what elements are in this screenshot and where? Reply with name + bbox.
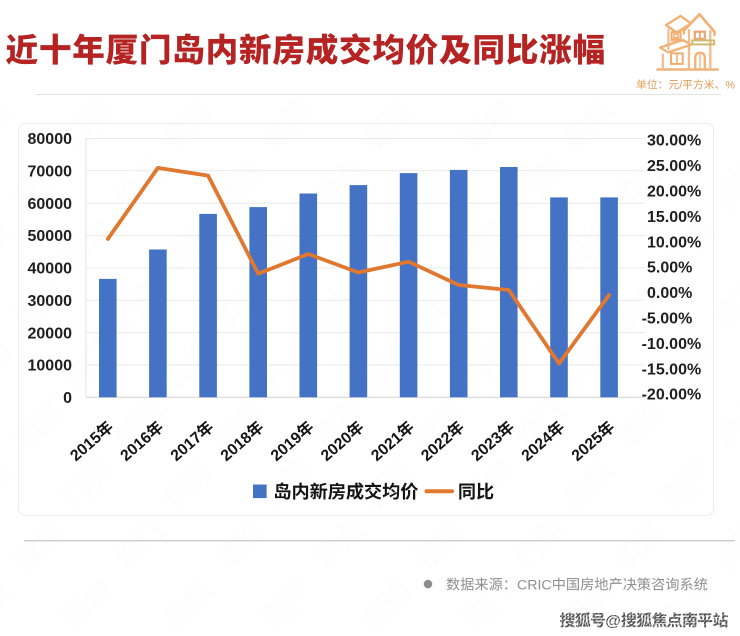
- svg-text:20000: 20000: [28, 325, 73, 342]
- svg-text:20.00%: 20.00%: [647, 184, 701, 201]
- svg-text:15.00%: 15.00%: [647, 209, 701, 226]
- svg-text:70000: 70000: [28, 164, 73, 181]
- svg-text:/: /: [679, 79, 682, 91]
- svg-text:40000: 40000: [28, 261, 73, 278]
- svg-text:10000: 10000: [28, 358, 73, 375]
- svg-text:0: 0: [63, 390, 72, 407]
- svg-text:-20.00%: -20.00%: [642, 387, 702, 404]
- svg-text:-5.00%: -5.00%: [642, 311, 693, 328]
- svg-text:60000: 60000: [28, 196, 73, 213]
- svg-text:%: %: [725, 79, 735, 91]
- svg-text:30.00%: 30.00%: [647, 133, 701, 150]
- svg-text:2015: 2015: [67, 429, 105, 465]
- svg-text:80000: 80000: [28, 131, 73, 148]
- svg-text:2023: 2023: [468, 429, 506, 465]
- svg-text:-15.00%: -15.00%: [642, 361, 702, 378]
- svg-text:@: @: [605, 613, 621, 630]
- svg-text:0.00%: 0.00%: [647, 285, 692, 302]
- svg-text:25.00%: 25.00%: [647, 158, 701, 175]
- svg-text:2025: 2025: [569, 429, 607, 465]
- svg-text:30000: 30000: [28, 293, 73, 310]
- svg-text:2019: 2019: [268, 429, 306, 465]
- svg-text:-10.00%: -10.00%: [642, 336, 702, 353]
- svg-text:2017: 2017: [168, 429, 206, 465]
- svg-text:50000: 50000: [28, 228, 73, 245]
- svg-text:5.00%: 5.00%: [647, 260, 692, 277]
- svg-text:2021: 2021: [368, 429, 406, 465]
- svg-text:2024: 2024: [519, 429, 557, 465]
- svg-text:CRIC: CRIC: [517, 577, 552, 593]
- svg-text:10.00%: 10.00%: [647, 234, 701, 251]
